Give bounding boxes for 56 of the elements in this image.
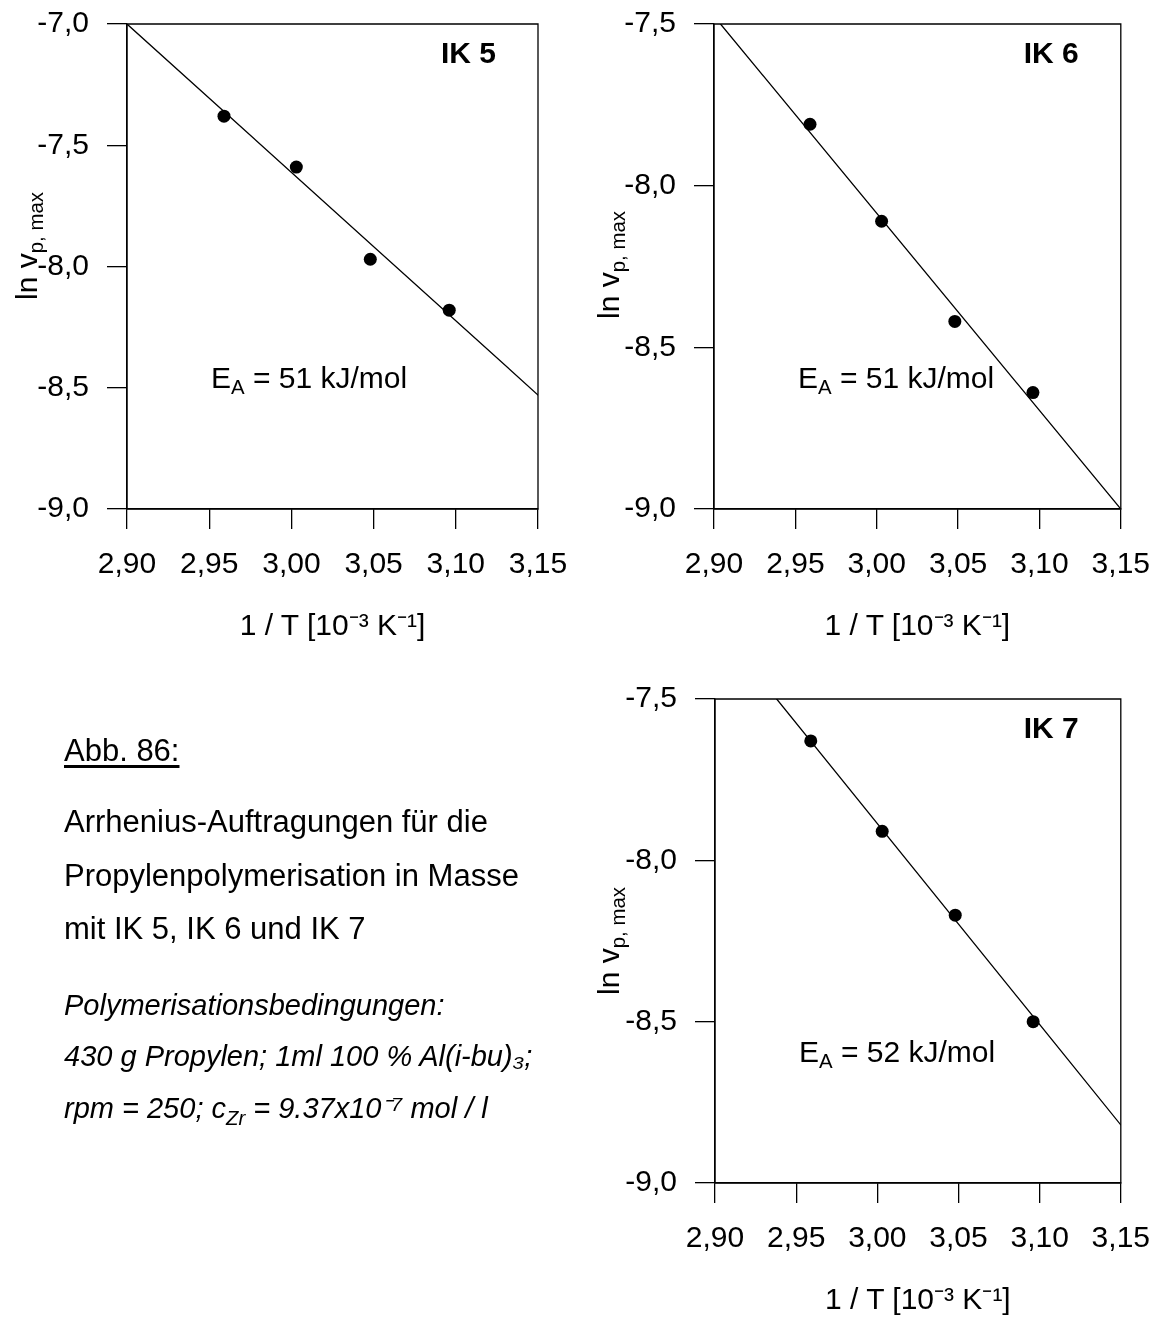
x-axis-title: 1 / T [10⁻³ K⁻¹] (825, 1282, 1011, 1316)
x-tick-label: 2,95 (766, 546, 825, 580)
point (363, 252, 377, 266)
x-tick-label: 3,00 (848, 1220, 907, 1254)
text: Abb. 86: (64, 733, 180, 768)
point (875, 214, 889, 228)
x-tick-label: 2,90 (97, 546, 157, 580)
text: rpm = 250; c$_{Zr}$ = 9.37x10⁻⁷ mol / l (64, 1091, 488, 1129)
point (875, 824, 889, 838)
x-tick-label: 3,15 (508, 546, 568, 580)
x-tick-label: 3,00 (262, 546, 321, 580)
y-tick-label: -9,0 (37, 490, 89, 524)
point (1026, 1015, 1040, 1029)
point (948, 908, 962, 922)
annotation: E$_{A}$ = 51 kJ/mol (798, 361, 995, 399)
x-axis-title: 1 / T [10⁻³ K⁻¹] (824, 608, 1011, 642)
y-tick-label: -8,5 (37, 369, 89, 403)
point (804, 734, 818, 748)
x-axis-title: 1 / T [10⁻³ K⁻¹] (239, 608, 426, 642)
x-tick-label: 3,10 (1010, 546, 1069, 580)
point (1026, 386, 1040, 400)
x-tick-label: 2,90 (684, 546, 744, 580)
text: 430 g Propylen; 1ml 100 % Al(i-bu)₃; (64, 1040, 533, 1072)
x-tick-label: 3,10 (426, 546, 485, 580)
x-tick-label: 3,15 (1091, 546, 1150, 580)
y-tick-label: -7,5 (37, 126, 89, 160)
y-tick-label: -7,5 (625, 680, 677, 714)
y-tick-label: -7,0 (37, 5, 89, 39)
annotation: E$_{A}$ = 52 kJ/mol (799, 1035, 996, 1073)
y-tick-label: -8,5 (625, 1002, 677, 1036)
x-tick-label: 3,15 (1091, 1220, 1150, 1254)
point (442, 303, 456, 317)
text: IK 6 (1023, 36, 1079, 70)
x-tick-label: 3,00 (847, 546, 906, 580)
x-tick-label: 2,95 (180, 546, 239, 580)
y-tick-label: -9,0 (624, 490, 676, 524)
x-tick-label: 3,05 (929, 1220, 988, 1254)
point (803, 117, 817, 131)
text: IK 7 (1023, 711, 1079, 745)
text: IK 5 (440, 36, 496, 70)
text: Polymerisationsbedingungen: (64, 988, 445, 1021)
x-tick-label: 2,95 (766, 1220, 826, 1254)
y-tick-label: -9,0 (625, 1164, 677, 1198)
x-tick-label: 3,10 (1010, 1220, 1069, 1254)
y-tick-label: -8,0 (624, 166, 676, 200)
y-tick-label: -8,5 (624, 328, 676, 362)
x-tick-label: 2,90 (685, 1220, 745, 1254)
y-tick-label: -8,0 (625, 841, 677, 875)
text: Arrhenius-Auftragungen für die Propylenpolymerisation in Masse mit IK 5, IK 6 und IK 7 (64, 803, 520, 948)
x-tick-label: 3,05 (344, 546, 403, 580)
y-tick-label: -7,5 (624, 5, 676, 39)
point (289, 160, 303, 174)
annotation: E$_{A}$ = 51 kJ/mol (211, 361, 408, 399)
point (948, 314, 962, 328)
point (217, 109, 231, 123)
x-tick-label: 3,05 (928, 546, 988, 580)
